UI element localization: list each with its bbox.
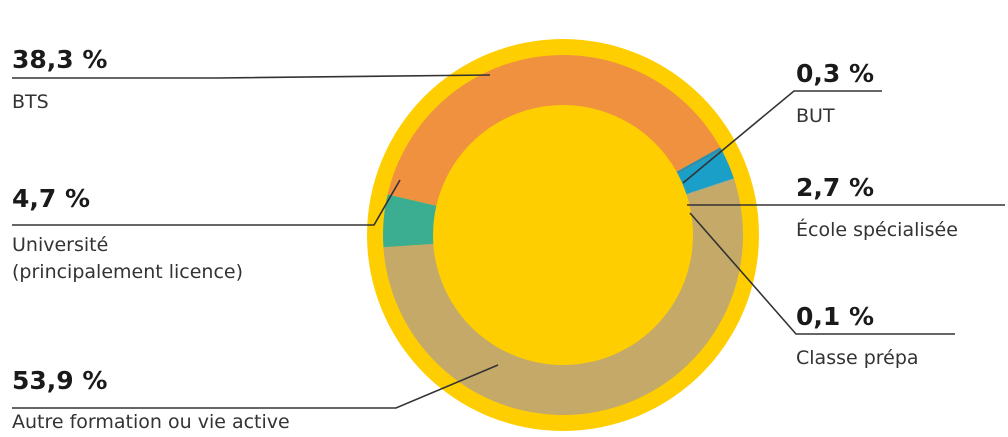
donut-slice-1 (676, 147, 722, 174)
slice-name-label-4: Autre formation ou vie active (12, 411, 290, 433)
donut-slice-0 (387, 55, 721, 206)
slice-name-label-2: École spécialisée (796, 218, 958, 241)
slice-value-label-2: 2,7 % (796, 173, 874, 202)
slice-value-label-4: 53,9 % (12, 366, 107, 395)
leader-line-4 (12, 364, 499, 409)
slice-value-label-5: 4,7 % (12, 184, 90, 213)
slice-name-label-5-line-2: (principalement licence) (12, 261, 243, 283)
donut-slices (383, 55, 744, 416)
leader-line-3 (689, 212, 955, 335)
leader-lines (12, 74, 1005, 409)
slice-name-label-1: BUT (796, 105, 835, 127)
donut-slice-2 (677, 150, 734, 195)
donut-slice-5 (383, 194, 437, 248)
slice-name-label-0: BTS (12, 91, 49, 113)
leader-line-0 (12, 74, 491, 79)
donut-slice-4 (383, 179, 744, 416)
donut-slice-3 (686, 178, 735, 195)
slice-name-label-5: Université (12, 234, 108, 256)
leader-line-1 (682, 90, 882, 184)
slice-value-label-0: 38,3 % (12, 45, 107, 74)
leader-line-5 (12, 179, 401, 226)
slice-value-label-3: 0,1 % (796, 302, 874, 331)
slice-value-label-1: 0,3 % (796, 59, 874, 88)
slice-labels: 38,3 % BTS 0,3 % BUT 2,7 % École spécialisée 0… (12, 45, 958, 433)
slice-name-label-3: Classe prépa (796, 347, 919, 369)
